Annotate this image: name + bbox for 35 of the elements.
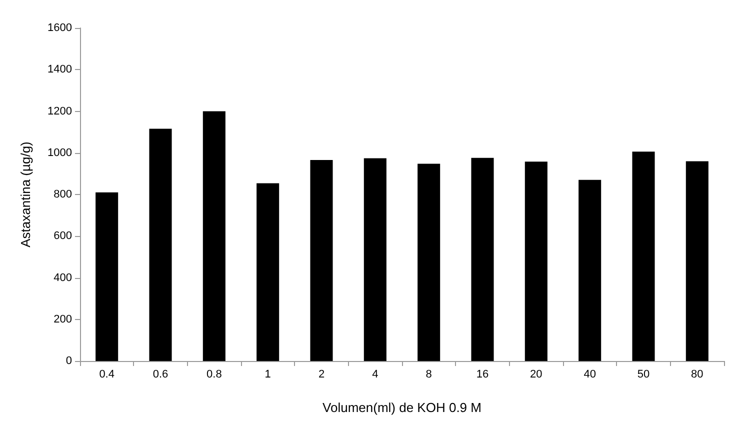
bar	[256, 183, 280, 361]
y-axis-title: Astaxantina (µg/g)	[18, 142, 33, 248]
bar	[364, 158, 386, 361]
y-tick-label: 600	[54, 230, 72, 242]
y-tick-label: 200	[54, 313, 72, 326]
bar	[149, 128, 172, 361]
y-tick-label: 1400	[48, 64, 72, 76]
bar	[471, 158, 494, 361]
bar	[686, 161, 708, 361]
x-tick-label: 0.8	[206, 368, 222, 380]
x-tick-label: 1	[264, 368, 271, 380]
bar	[202, 111, 226, 361]
x-tick-label: 0.4	[99, 368, 114, 380]
y-tick-label: 1600	[48, 22, 72, 34]
x-tick-label: 4	[372, 368, 378, 380]
y-tick-label: 0	[66, 355, 72, 367]
y-tick-label: 1200	[48, 105, 72, 118]
x-tick-label: 80	[691, 368, 704, 380]
x-tick-label: 2	[318, 368, 325, 380]
x-tick-label: 40	[584, 368, 596, 380]
bar	[578, 180, 602, 361]
bar	[524, 162, 548, 361]
bar	[96, 192, 118, 361]
x-tick-label: 16	[476, 368, 489, 380]
bar	[632, 152, 655, 361]
x-tick-label: 20	[530, 368, 542, 380]
x-axis-title: Volumen(ml) de KOH 0.9 M	[322, 400, 482, 415]
y-tick-label: 1000	[48, 146, 72, 159]
x-tick-label: 0.6	[152, 368, 168, 380]
x-tick-label: 8	[426, 368, 432, 380]
y-tick-label: 800	[54, 188, 72, 200]
bar	[418, 164, 440, 361]
bar	[310, 160, 333, 361]
x-tick-label: 50	[637, 368, 650, 380]
y-tick-label: 400	[54, 272, 72, 284]
